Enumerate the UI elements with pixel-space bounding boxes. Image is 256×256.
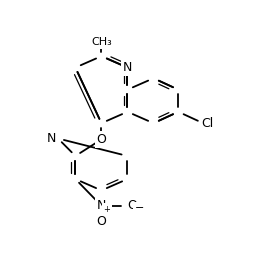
Text: O: O [127,199,137,212]
Text: N: N [47,132,57,145]
Text: N: N [97,199,106,212]
Text: +: + [103,205,110,214]
Text: CH₃: CH₃ [91,37,112,47]
Text: −: − [135,204,144,214]
Text: O: O [97,133,106,146]
Text: Cl: Cl [201,117,214,130]
Text: N: N [123,61,132,74]
Text: O: O [97,215,106,228]
